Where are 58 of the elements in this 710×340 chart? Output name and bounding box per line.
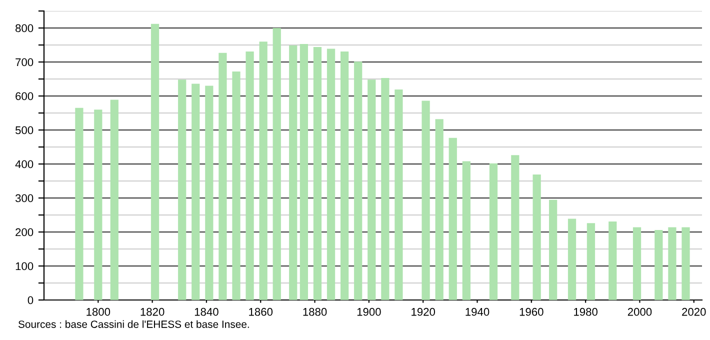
y-tick-label: 300 xyxy=(15,194,34,202)
x-tick-label: 1980 xyxy=(574,308,598,316)
bar xyxy=(549,200,558,300)
bar xyxy=(608,221,617,300)
bar xyxy=(232,72,240,300)
bar xyxy=(632,227,642,300)
bar xyxy=(394,90,403,300)
bar xyxy=(192,84,200,300)
bar xyxy=(326,48,336,300)
x-tick-label: 1840 xyxy=(194,308,218,316)
bar xyxy=(668,227,676,300)
x-tick-label: 2000 xyxy=(628,308,652,316)
bar xyxy=(340,51,349,300)
bar xyxy=(368,80,376,300)
bar xyxy=(246,51,254,300)
bar xyxy=(313,47,322,300)
bar xyxy=(532,174,541,300)
bar xyxy=(489,163,498,300)
y-tick-label: 800 xyxy=(16,24,34,32)
x-tick-label: 1820 xyxy=(140,308,164,316)
bar xyxy=(94,110,102,300)
bar xyxy=(354,62,362,300)
bar xyxy=(300,44,308,300)
y-tick-label: 400 xyxy=(15,160,34,168)
y-tick-label: 100 xyxy=(16,262,34,270)
bar xyxy=(289,45,298,300)
bar xyxy=(110,100,118,300)
x-tick-label: 1880 xyxy=(303,308,327,316)
bar xyxy=(75,108,84,300)
bar xyxy=(178,80,186,300)
x-tick-label: 1940 xyxy=(466,308,490,316)
x-tick-label: 1860 xyxy=(249,308,273,316)
bar xyxy=(205,86,214,300)
y-tick-label: 200 xyxy=(16,228,34,236)
bar xyxy=(448,138,457,300)
bar xyxy=(218,52,227,300)
y-tick-label: 500 xyxy=(15,126,34,134)
bar xyxy=(259,42,268,300)
x-tick-label: 1960 xyxy=(520,308,544,316)
bar xyxy=(381,78,390,300)
bar xyxy=(682,227,690,300)
bar xyxy=(422,100,430,300)
x-tick-label: 1920 xyxy=(412,308,436,316)
bar xyxy=(654,230,663,300)
x-tick-label: 1800 xyxy=(86,308,110,316)
x-tick-label: 1900 xyxy=(357,308,381,316)
y-tick-label: 0 xyxy=(28,296,34,304)
bar xyxy=(462,161,470,300)
bar xyxy=(150,24,160,300)
bar xyxy=(272,28,281,300)
y-tick-label: 600 xyxy=(16,92,34,100)
bar xyxy=(568,218,576,300)
source-note: Sources : base Cassini de l'EHESS et base Insee. xyxy=(18,320,249,328)
y-tick-label: 700 xyxy=(16,58,34,66)
bar xyxy=(511,155,520,300)
bar xyxy=(586,223,596,300)
bar xyxy=(435,119,444,300)
x-tick-label: 2020 xyxy=(682,308,706,316)
